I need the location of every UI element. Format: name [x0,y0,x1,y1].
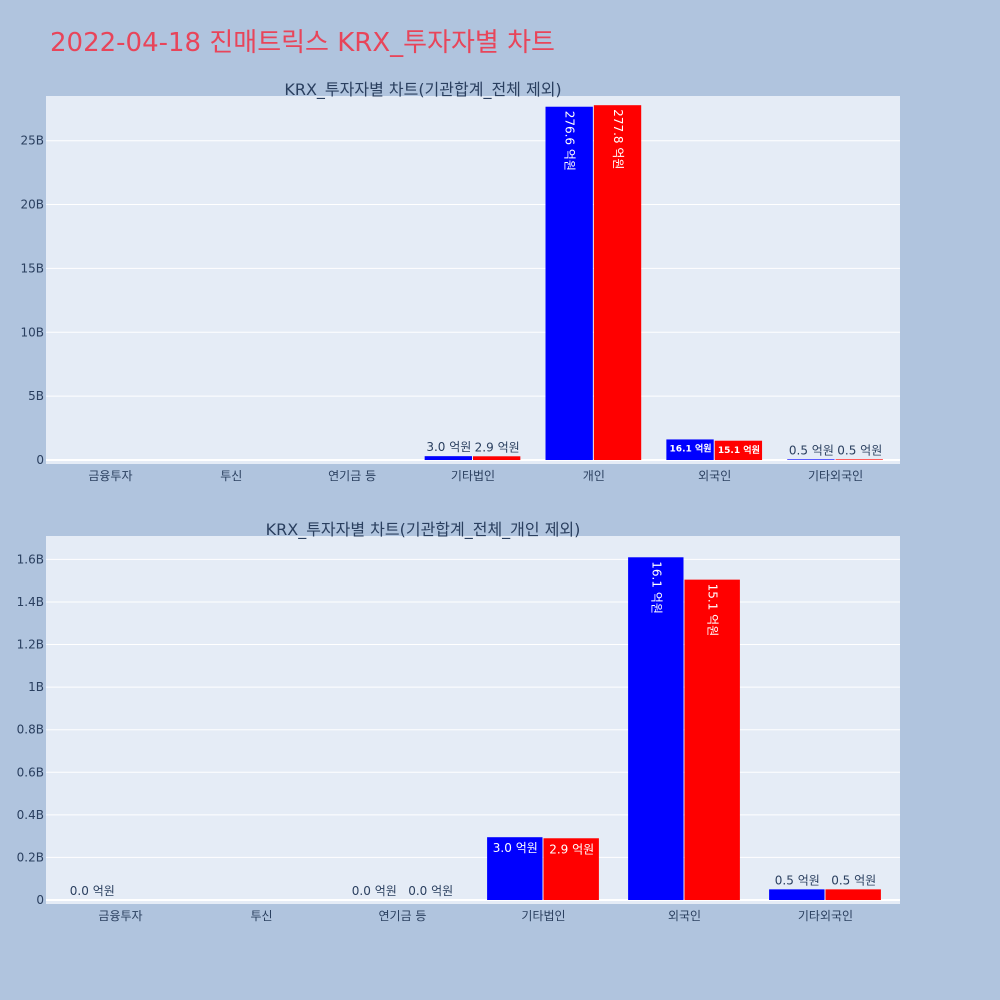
data-label: 15.1 억원 [706,584,720,637]
y-tick-label: 0.8B [17,723,44,737]
chart-title: KRX_투자자별 차트(기관합계_전체_개인 제외) [266,520,581,540]
data-label: 276.6 억원 [563,111,577,171]
x-tick-label: 투신 [220,469,242,483]
y-tick-label: 1.2B [17,638,44,652]
data-label: 0.5 억원 [775,873,820,887]
data-label: 3.0 억원 [493,841,538,855]
chart-title: KRX_투자자별 차트(기관합계_전체 제외) [284,80,561,100]
y-tick-label: 0.6B [17,765,44,779]
bar [628,557,684,900]
x-tick-label: 기타외국인 [798,909,853,923]
data-label: 16.1 억원 [670,442,712,454]
bar [787,459,835,460]
bar [593,105,642,460]
x-tick-label: 기타법인 [521,909,565,923]
x-tick-label: 연기금 등 [379,909,427,923]
bar [473,456,521,460]
data-label: 16.1 억원 [649,561,663,614]
bar [543,838,599,900]
data-label: 0.5 억원 [837,443,882,457]
bar [684,579,740,900]
y-tick-label: 1.4B [17,595,44,609]
x-tick-label: 금융투자 [88,469,132,483]
y-tick-label: 20B [20,198,44,212]
y-tick-label: 1.6B [17,552,44,566]
data-label: 277.8 억원 [611,109,625,169]
x-tick-label: 투신 [250,909,272,923]
x-tick-label: 외국인 [698,469,731,483]
y-tick-label: 0 [36,893,44,907]
y-tick-label: 1B [28,680,44,694]
data-label: 0.0 억원 [408,884,453,898]
x-tick-label: 연기금 등 [328,469,376,483]
y-tick-label: 0.2B [17,850,44,864]
page-title: 2022-04-18 진매트릭스 KRX_투자자별 차트 [50,28,555,58]
y-tick-label: 0.4B [17,808,44,822]
bar [666,439,714,460]
data-label: 2.9 억원 [549,842,594,856]
x-tick-label: 기타법인 [451,469,495,483]
y-tick-label: 10B [20,325,44,339]
data-label: 0.5 억원 [831,873,876,887]
bar [825,889,881,900]
data-label: 2.9 억원 [475,440,520,454]
chart-2: 0 0.2B 0.4B 0.6B 0.8B 1B 1.2B 1.4B 1.6B KRX_투자자별 … [17,520,900,923]
plot-area [46,536,900,904]
bar [487,837,543,900]
y-tick-label: 25B [20,134,44,148]
x-tick-label: 개인 [583,469,605,483]
chart-1: 0 5B 10B 15B 20B 25B KRX_투자자별 차트(기관합계_전체 제외) 금융… [20,80,900,483]
x-tick-label: 외국인 [668,909,701,923]
bar [545,106,593,460]
y-tick-label: 15B [20,261,44,275]
y-tick-label: 5B [28,389,44,403]
data-label: 0.0 억원 [70,884,115,898]
plot-area [46,96,900,464]
y-tick-label: 0 [36,453,44,467]
data-label: 0.5 억원 [789,443,834,457]
bar [714,440,763,460]
data-label: 3.0 억원 [426,440,471,454]
bar [835,459,883,460]
x-tick-label: 금융투자 [98,909,142,923]
bar [424,456,472,460]
bar [769,889,825,900]
data-label: 0.0 억원 [352,884,397,898]
data-label: 15.1 억원 [718,444,760,456]
x-tick-label: 기타외국인 [808,469,863,483]
